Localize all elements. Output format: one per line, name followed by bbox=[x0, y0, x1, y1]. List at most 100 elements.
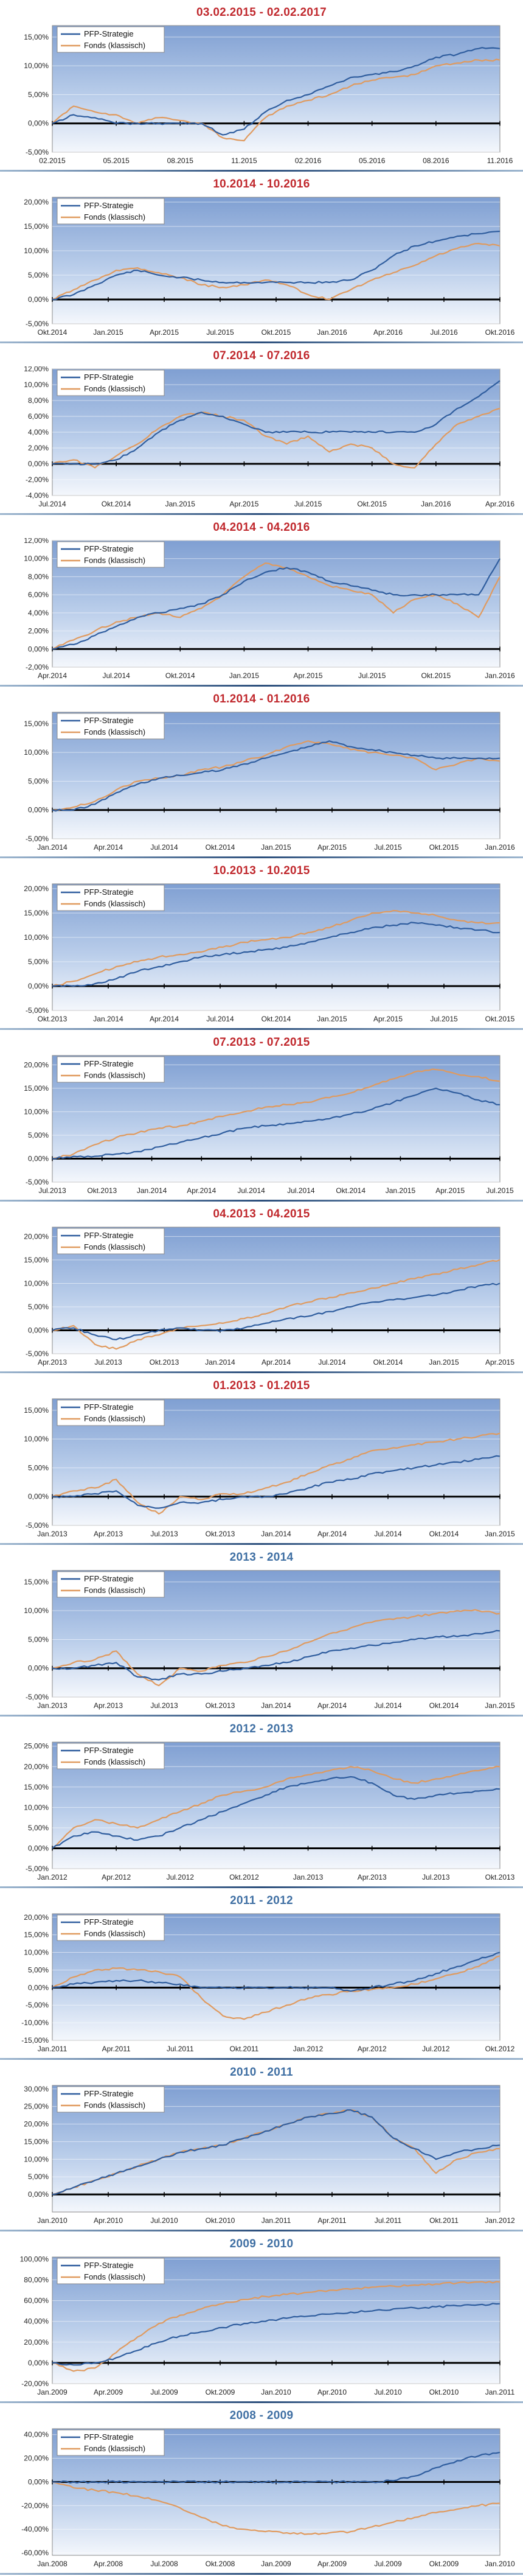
x-tick-label: Jul.2014 bbox=[374, 1530, 402, 1538]
chart-panel: 2008 - 2009 -60,00% -40,00% -20,00% 0,00% 20,… bbox=[0, 2403, 523, 2575]
panel-separator bbox=[0, 2401, 523, 2403]
x-tick-label: Jul.2015 bbox=[358, 671, 386, 680]
x-tick-label: Jul.2010 bbox=[150, 2216, 178, 2225]
panel-separator bbox=[0, 856, 523, 858]
y-tick-label: 20,00% bbox=[24, 2120, 49, 2129]
x-tick-label: Okt.2014 bbox=[429, 1530, 459, 1538]
panel-separator bbox=[0, 2058, 523, 2060]
x-tick-label: Apr.2015 bbox=[373, 1015, 403, 1023]
line-chart: -4,00% -2,00% 0,00% 2,00% 4,00% 6,00% 8,00% 10,… bbox=[24, 366, 514, 508]
y-tick-label: 15,00% bbox=[24, 2137, 49, 2146]
chart-title: 07.2013 - 07.2015 bbox=[213, 1036, 310, 1049]
x-tick-label: Apr.2013 bbox=[358, 1873, 387, 1881]
x-tick-label: Jan.2012 bbox=[293, 2045, 324, 2053]
x-tick-label: Apr.2013 bbox=[94, 1701, 123, 1710]
x-tick-label: Jan.2015 bbox=[261, 843, 291, 852]
panel-separator bbox=[0, 1371, 523, 1373]
x-tick-label: Jul.2011 bbox=[375, 2216, 402, 2225]
legend-label-fund: Fonds (klassisch) bbox=[84, 556, 145, 565]
x-tick-label: Okt.2013 bbox=[87, 1186, 117, 1195]
y-tick-label: 5,00% bbox=[28, 1635, 49, 1643]
y-tick-label: 15,00% bbox=[24, 33, 49, 41]
x-tick-label: Jan.2011 bbox=[38, 2045, 68, 2053]
legend-label-fund: Fonds (klassisch) bbox=[84, 1586, 145, 1595]
y-tick-label: 20,00% bbox=[24, 1913, 49, 1922]
series-line-fund bbox=[52, 909, 500, 987]
x-tick-label: Apr.2014 bbox=[150, 1015, 179, 1023]
y-tick-label: 4,00% bbox=[28, 609, 49, 617]
series-line-strategy bbox=[52, 1951, 500, 1992]
y-tick-label: 5,00% bbox=[28, 90, 49, 99]
y-tick-label: -5,00% bbox=[26, 1693, 49, 1701]
panel-separator bbox=[0, 2230, 523, 2231]
x-tick-label: Okt.2010 bbox=[206, 2216, 235, 2225]
x-tick-label: Jul.2008 bbox=[150, 2560, 178, 2568]
x-tick-label: Apr.2013 bbox=[94, 1530, 123, 1538]
x-tick-label: Jan.2014 bbox=[261, 1701, 291, 1710]
y-tick-label: 5,00% bbox=[28, 1303, 49, 1311]
y-tick-label: 20,00% bbox=[24, 2338, 49, 2347]
y-tick-label: 15,00% bbox=[24, 1256, 49, 1264]
panel-separator bbox=[0, 685, 523, 687]
legend-label-strategy: PFP-Strategie bbox=[84, 716, 134, 725]
series-line-fund bbox=[52, 1609, 500, 1687]
x-tick-label: Apr.2016 bbox=[373, 328, 403, 337]
x-tick-label: Apr.2014 bbox=[38, 671, 67, 680]
x-tick-label: Okt.2014 bbox=[206, 843, 235, 852]
x-tick-label: Apr.2012 bbox=[102, 1873, 131, 1881]
x-tick-label: Jul.2012 bbox=[167, 1873, 195, 1881]
legend-label-strategy: PFP-Strategie bbox=[84, 1746, 134, 1755]
chart-panel: 2013 - 2014 -5,00% 0,00% 5,00% 10,00% 15,00% J… bbox=[0, 1545, 523, 1717]
y-tick-label: 5,00% bbox=[28, 1131, 49, 1139]
x-tick-label: Jan.2014 bbox=[93, 1015, 123, 1023]
y-tick-label: 10,00% bbox=[24, 380, 49, 389]
x-tick-label: Jul.2011 bbox=[167, 2045, 194, 2053]
legend-label-strategy: PFP-Strategie bbox=[84, 2261, 134, 2270]
x-tick-label: Jul.2009 bbox=[374, 2560, 402, 2568]
y-tick-label: 0,00% bbox=[28, 982, 49, 990]
y-tick-label: 0,00% bbox=[28, 806, 49, 814]
x-tick-label: Apr.2013 bbox=[38, 1358, 67, 1367]
y-tick-label: -5,00% bbox=[26, 1864, 49, 1873]
x-tick-label: Apr.2009 bbox=[94, 2388, 123, 2396]
x-tick-label: Okt.2015 bbox=[429, 843, 459, 852]
y-tick-label: -5,00% bbox=[26, 1178, 49, 1186]
x-tick-label: Apr.2012 bbox=[358, 2045, 387, 2053]
x-tick-label: Okt.2015 bbox=[262, 328, 291, 337]
x-tick-label: Apr.2015 bbox=[435, 1186, 465, 1195]
x-tick-label: Apr.2015 bbox=[150, 328, 179, 337]
legend-label-strategy: PFP-Strategie bbox=[84, 1402, 134, 1412]
line-chart: -5,00% 0,00% 5,00% 10,00% 15,00% 20,00% Apr.20… bbox=[24, 1227, 514, 1367]
legend-label-strategy: PFP-Strategie bbox=[84, 201, 134, 210]
x-tick-label: Jan.2014 bbox=[137, 1186, 167, 1195]
x-tick-label: Jan.2016 bbox=[485, 843, 515, 852]
y-tick-label: 80,00% bbox=[24, 2276, 49, 2284]
x-tick-label: Okt.2014 bbox=[429, 1701, 459, 1710]
y-tick-label: 15,00% bbox=[24, 1084, 49, 1093]
x-tick-label: Jul.2014 bbox=[38, 500, 66, 508]
x-tick-label: Jan.2012 bbox=[485, 2216, 515, 2225]
x-tick-label: Jan.2010 bbox=[485, 2560, 515, 2568]
y-tick-label: -5,00% bbox=[26, 1521, 49, 1530]
y-tick-label: -2,00% bbox=[26, 663, 49, 671]
y-tick-label: 10,00% bbox=[24, 1435, 49, 1443]
line-chart: -15,00% -10,00% -5,00% 0,00% 5,00% 10,00% 15,0… bbox=[21, 1913, 514, 2053]
series-line-strategy bbox=[52, 2451, 500, 2484]
chart-title: 04.2013 - 04.2015 bbox=[213, 1208, 310, 1220]
line-chart: -60,00% -40,00% -20,00% 0,00% 20,00% 40,00% Ja… bbox=[21, 2428, 515, 2568]
y-tick-label: -5,00% bbox=[26, 835, 49, 843]
x-tick-label: Apr.2008 bbox=[94, 2560, 123, 2568]
chart-title: 04.2014 - 04.2016 bbox=[213, 521, 310, 534]
y-tick-label: -40,00% bbox=[21, 2525, 49, 2533]
legend bbox=[57, 2429, 165, 2456]
y-tick-label: 10,00% bbox=[24, 933, 49, 942]
y-tick-label: 0,00% bbox=[28, 645, 49, 653]
chart-panel: 01.2013 - 01.2015 -5,00% 0,00% 5,00% 10,00% 1… bbox=[0, 1373, 523, 1545]
series-line-strategy bbox=[52, 1455, 500, 1509]
y-tick-label: 0,00% bbox=[28, 2359, 49, 2367]
line-chart: -5,00% 0,00% 5,00% 10,00% 15,00% 20,00% Okt.20… bbox=[24, 197, 515, 337]
legend-label-strategy: PFP-Strategie bbox=[84, 887, 134, 897]
x-tick-label: Jan.2012 bbox=[37, 1873, 68, 1881]
y-tick-label: 0,00% bbox=[28, 460, 49, 468]
x-tick-label: Jan.2015 bbox=[485, 1530, 515, 1538]
